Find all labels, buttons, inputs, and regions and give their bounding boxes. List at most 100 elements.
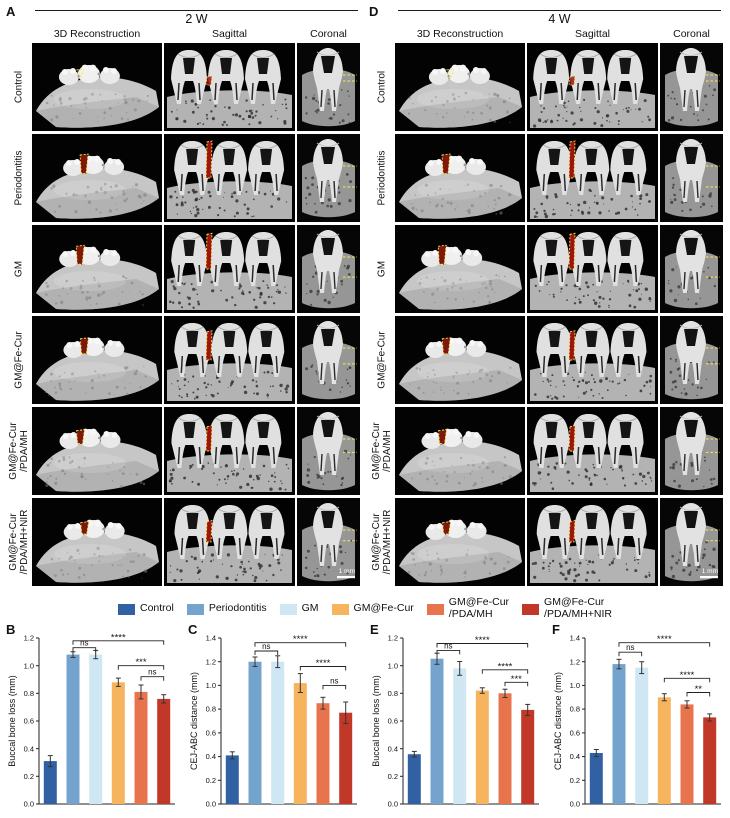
week-label-2w: 2 W — [185, 12, 208, 26]
legend-label: Control — [139, 602, 174, 615]
column-headers-4w: 3D Reconstruction Sagittal Coronal — [395, 28, 724, 40]
row-label: GM — [369, 225, 395, 313]
microct-sagittal-image — [527, 134, 658, 222]
ct-row: GM@Fe-Cur /PDA/MH+NIR 1 mm — [369, 498, 724, 586]
row-label-text: Periodontitis — [376, 150, 388, 206]
panel-4w: D 4 W 3D Reconstruction Sagittal Coronal C… — [369, 3, 724, 589]
legend-swatch — [117, 603, 135, 615]
microct-sagittal-image — [164, 43, 295, 131]
ct-row: GM@Fe-Cur — [369, 316, 724, 404]
column-header-coronal: Coronal — [673, 28, 710, 40]
svg-text:****: **** — [111, 632, 126, 643]
svg-text:ns: ns — [626, 643, 634, 652]
row-label-text: GM — [376, 260, 388, 278]
svg-text:0.0: 0.0 — [206, 800, 216, 809]
panel-letter-a: A — [6, 4, 16, 19]
svg-text:0.4: 0.4 — [206, 752, 216, 761]
svg-text:Buccal bone loss (mm): Buccal bone loss (mm) — [371, 675, 381, 767]
svg-text:**: ** — [695, 684, 703, 695]
svg-text:CEJ-ABC distance (mm): CEJ-ABC distance (mm) — [553, 672, 563, 770]
microct-coronal-image — [660, 43, 723, 131]
microct-sagittal-image — [527, 225, 658, 313]
row-label-text: Control — [13, 70, 25, 104]
microct-3d-reconstruction-image — [395, 225, 525, 313]
legend-label: GM — [301, 602, 319, 615]
svg-text:ns: ns — [80, 639, 88, 648]
svg-text:1.0: 1.0 — [206, 681, 216, 690]
legend-item: GM@Fe-Cur — [331, 602, 414, 615]
microct-sagittal-image — [527, 407, 658, 495]
row-label: Control — [6, 43, 32, 131]
panel-2w: A 2 W 3D Reconstruction Sagittal Coronal C… — [6, 3, 361, 589]
svg-text:0.0: 0.0 — [24, 800, 34, 809]
svg-text:0.2: 0.2 — [388, 772, 398, 781]
svg-text:***: *** — [511, 674, 522, 685]
svg-text:****: **** — [680, 670, 695, 681]
row-label: GM@Fe-Cur /PDA/MH+NIR — [369, 498, 395, 586]
legend-swatch — [522, 603, 540, 615]
chart-buccal-bone-loss-2w: B 0.0 0.2 0.4 0.6 0.8 1.0 1.2 Buccal bone loss … — [6, 622, 178, 818]
ct-row: Periodontitis — [369, 134, 724, 222]
svg-text:1.2: 1.2 — [388, 634, 398, 643]
microct-3d-reconstruction-image — [395, 134, 525, 222]
microct-sagittal-image — [164, 407, 295, 495]
svg-text:0.6: 0.6 — [24, 717, 34, 726]
ct-row: GM — [6, 225, 361, 313]
svg-text:****: **** — [316, 658, 331, 669]
microct-3d-reconstruction-image — [32, 43, 162, 131]
microct-coronal-image — [297, 225, 360, 313]
row-label: Periodontitis — [369, 134, 395, 222]
row-label: Periodontitis — [6, 134, 32, 222]
row-label-text: GM@Fe-Cur /PDA/MH — [7, 422, 30, 480]
svg-text:1.2: 1.2 — [24, 634, 34, 643]
ct-row: GM@Fe-Cur /PDA/MH — [369, 407, 724, 495]
microct-sagittal-image — [527, 498, 658, 586]
column-header-coronal: Coronal — [310, 28, 347, 40]
svg-text:****: **** — [475, 635, 490, 646]
panel-letter-e: E — [370, 622, 379, 637]
svg-text:1.2: 1.2 — [570, 657, 580, 666]
svg-text:0.8: 0.8 — [388, 689, 398, 698]
svg-text:ns: ns — [330, 676, 338, 685]
microct-sagittal-image — [527, 316, 658, 404]
bar-chart: 0.0 0.2 0.4 0.6 0.8 1.0 1.2 1.4 CEJ-ABC distance… — [552, 626, 724, 818]
svg-text:****: **** — [498, 661, 513, 672]
row-label-text: GM — [13, 260, 25, 278]
svg-text:0.2: 0.2 — [24, 772, 34, 781]
bar-chart: 0.0 0.2 0.4 0.6 0.8 1.0 1.2 Buccal bone loss (m… — [370, 626, 542, 818]
row-label: GM@Fe-Cur /PDA/MH — [369, 407, 395, 495]
ct-row: GM@Fe-Cur /PDA/MH — [6, 407, 361, 495]
chart-cej-abc-distance-4w: F 0.0 0.2 0.4 0.6 0.8 1.0 1.2 1.4 CEJ-ABC distan… — [552, 622, 724, 818]
svg-text:0.4: 0.4 — [388, 744, 398, 753]
ct-row: GM — [369, 225, 724, 313]
week-header-2w: 2 W — [32, 10, 361, 28]
column-header-3d-reconstruction: 3D Reconstruction — [416, 28, 504, 40]
microct-3d-reconstruction-image — [395, 316, 525, 404]
svg-text:0.6: 0.6 — [388, 717, 398, 726]
bar-chart: 0.0 0.2 0.4 0.6 0.8 1.0 1.2 Buccal bone loss (m… — [6, 626, 178, 818]
row-label: GM@Fe-Cur — [6, 316, 32, 404]
ct-row: Control — [6, 43, 361, 131]
row-label-text: GM@Fe-Cur /PDA/MH+NIR — [7, 509, 30, 575]
svg-text:CEJ-ABC distance (mm): CEJ-ABC distance (mm) — [189, 672, 199, 770]
svg-text:0.4: 0.4 — [570, 752, 580, 761]
microct-sagittal-image — [164, 134, 295, 222]
legend-item: GM@Fe-Cur /PDA/MH — [426, 596, 509, 621]
legend-label: GM@Fe-Cur — [353, 602, 414, 615]
column-header-3d-reconstruction: 3D Reconstruction — [53, 28, 141, 40]
svg-text:0.8: 0.8 — [206, 705, 216, 714]
microct-sagittal-image — [164, 498, 295, 586]
microct-3d-reconstruction-image — [395, 43, 525, 131]
legend-item: Control — [117, 602, 174, 615]
panel-letter-d: D — [369, 4, 379, 19]
svg-text:0.8: 0.8 — [24, 689, 34, 698]
svg-text:1.4: 1.4 — [570, 634, 580, 643]
microct-coronal-image — [297, 134, 360, 222]
legend-swatch — [186, 603, 204, 615]
week-bracket-line — [398, 10, 721, 11]
svg-text:0.4: 0.4 — [24, 744, 34, 753]
svg-text:ns: ns — [262, 642, 270, 651]
row-label-text: Control — [376, 70, 388, 104]
svg-text:****: **** — [657, 634, 672, 645]
microct-coronal-image — [660, 316, 723, 404]
